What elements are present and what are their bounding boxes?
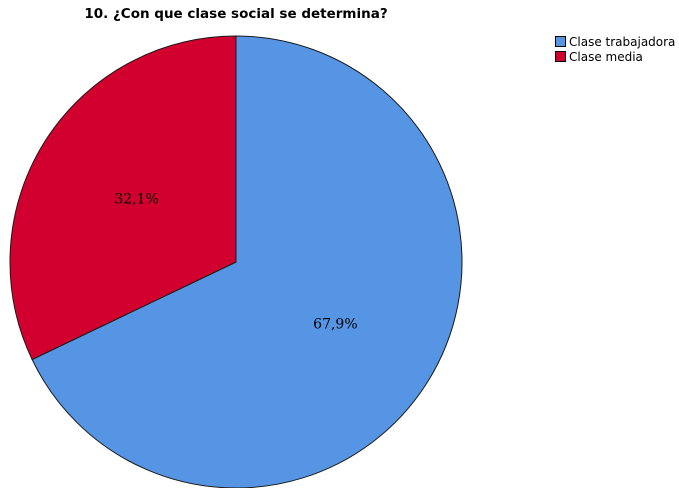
legend-label: Clase trabajadora (569, 34, 676, 49)
legend-label: Clase media (569, 49, 643, 64)
chart-title: 10. ¿Con que clase social se determina? (84, 6, 388, 22)
pie-slices (9, 35, 463, 488)
pie-slice-labels: 67,9% 32,1% (114, 191, 357, 332)
legend-item: Clase media (555, 49, 675, 64)
pie-slice-clase-trabajadora (31, 35, 463, 488)
pie-slice-clase-media (9, 35, 237, 361)
chart-legend: Clase trabajadora Clase media (555, 34, 675, 64)
legend-swatch (555, 51, 566, 62)
slice-label-clase-trabajadora: 67,9% (313, 317, 357, 333)
legend-swatch (555, 36, 566, 47)
slice-label-clase-media: 32,1% (114, 191, 158, 207)
legend-item: Clase trabajadora (555, 34, 675, 49)
